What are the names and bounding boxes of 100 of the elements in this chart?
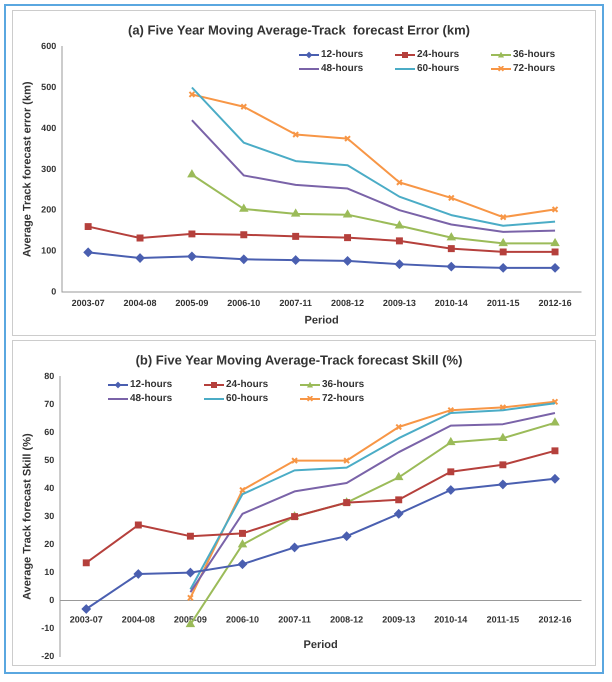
legend-label: 60-hours <box>226 393 268 404</box>
x-tick-label: 2010-14 <box>434 298 468 308</box>
y-tick-label: 20 <box>44 539 54 550</box>
legend-label: 12-hours <box>321 49 364 60</box>
legend-label: 24-hours <box>417 49 460 60</box>
point <box>447 233 456 240</box>
x-tick-label: 2011-15 <box>486 614 520 624</box>
y-tick-label: 300 <box>41 164 56 174</box>
point <box>136 254 145 263</box>
point <box>239 530 246 537</box>
point <box>84 248 93 257</box>
chart-title: (a) Five Year Moving Average-Track forecast Error (km) <box>128 22 470 38</box>
point <box>394 472 403 480</box>
point <box>394 509 404 518</box>
legend-label: 72-hours <box>322 393 364 404</box>
point <box>498 263 508 272</box>
point <box>446 486 456 494</box>
y-tick-label: 0 <box>49 595 54 606</box>
x-tick-label: 2003-07 <box>72 298 105 308</box>
point <box>187 252 196 261</box>
point <box>82 559 90 566</box>
point <box>188 170 196 178</box>
point <box>82 604 91 614</box>
x-tick-label: 2003-07 <box>70 614 103 624</box>
point <box>84 223 92 230</box>
point <box>550 474 560 484</box>
y-tick-label: 70 <box>44 399 54 410</box>
point <box>498 480 508 489</box>
x-tick-label: 2008-12 <box>330 614 364 624</box>
chart-title: (b) Five Year Moving Average-Track forecast Skill (%) <box>136 352 462 368</box>
point <box>343 256 352 266</box>
point <box>240 103 248 110</box>
y-tick-label: 60 <box>44 427 54 438</box>
point <box>136 234 144 242</box>
legend-label: 12-hours <box>130 379 172 390</box>
legend-label: 60-hours <box>417 63 460 74</box>
point <box>292 209 300 217</box>
point <box>500 248 507 256</box>
point <box>447 406 454 414</box>
point <box>498 434 507 441</box>
point <box>394 260 404 269</box>
point <box>134 570 143 578</box>
point <box>395 221 404 228</box>
point <box>447 468 454 476</box>
x-tick-label: 2007-11 <box>279 298 312 308</box>
point <box>396 178 403 186</box>
point <box>291 256 300 265</box>
y-tick-label: 10 <box>44 567 54 578</box>
point <box>238 540 247 548</box>
legend-label: 48-hours <box>130 393 172 404</box>
point <box>188 230 196 238</box>
point <box>446 262 456 272</box>
point <box>344 234 352 242</box>
x-axis-title: Period <box>303 639 338 652</box>
y-tick-label: -10 <box>41 623 54 634</box>
point <box>238 560 247 569</box>
x-tick-label: 2006-10 <box>227 298 260 308</box>
x-tick-label: 2005-09 <box>175 298 208 308</box>
x-tick-label: 2007-11 <box>278 614 311 624</box>
y-tick-label: 600 <box>41 41 56 52</box>
point <box>499 461 506 468</box>
point <box>344 135 352 142</box>
x-tick-label: 2011-15 <box>486 298 520 308</box>
point <box>342 532 352 541</box>
y-tick-label: 80 <box>44 371 54 382</box>
x-tick-label: 2009-13 <box>382 614 416 624</box>
point <box>550 263 560 272</box>
point <box>239 486 246 494</box>
point <box>446 438 455 446</box>
legend-label: 36-hours <box>322 379 364 390</box>
legend-label: 48-hours <box>321 63 364 74</box>
y-tick-label: 50 <box>44 455 54 466</box>
point <box>344 210 352 218</box>
point <box>500 214 507 221</box>
x-axis-title: Period <box>304 314 339 326</box>
point <box>551 238 560 246</box>
point <box>292 131 300 138</box>
x-tick-label: 2006-10 <box>226 614 259 624</box>
y-tick-label: 400 <box>41 122 56 133</box>
legend-label: 72-hours <box>513 63 556 74</box>
point <box>448 194 455 202</box>
point <box>240 231 248 238</box>
x-tick-label: 2012-16 <box>538 298 572 308</box>
point <box>240 204 248 212</box>
legend-label: 36-hours <box>513 49 556 60</box>
point <box>186 568 195 578</box>
point <box>499 238 508 246</box>
y-tick-label: 100 <box>41 246 56 256</box>
x-tick-label: 2004-08 <box>124 298 157 308</box>
point <box>134 522 142 528</box>
x-tick-label: 2009-13 <box>382 298 416 308</box>
point <box>395 496 402 504</box>
legend-label: 24-hours <box>226 379 268 390</box>
y-tick-label: 0 <box>51 286 56 296</box>
x-tick-label: 2008-12 <box>331 298 364 308</box>
point <box>292 232 300 240</box>
point <box>239 254 248 264</box>
point <box>552 248 559 256</box>
point <box>343 457 350 464</box>
point <box>395 424 402 430</box>
